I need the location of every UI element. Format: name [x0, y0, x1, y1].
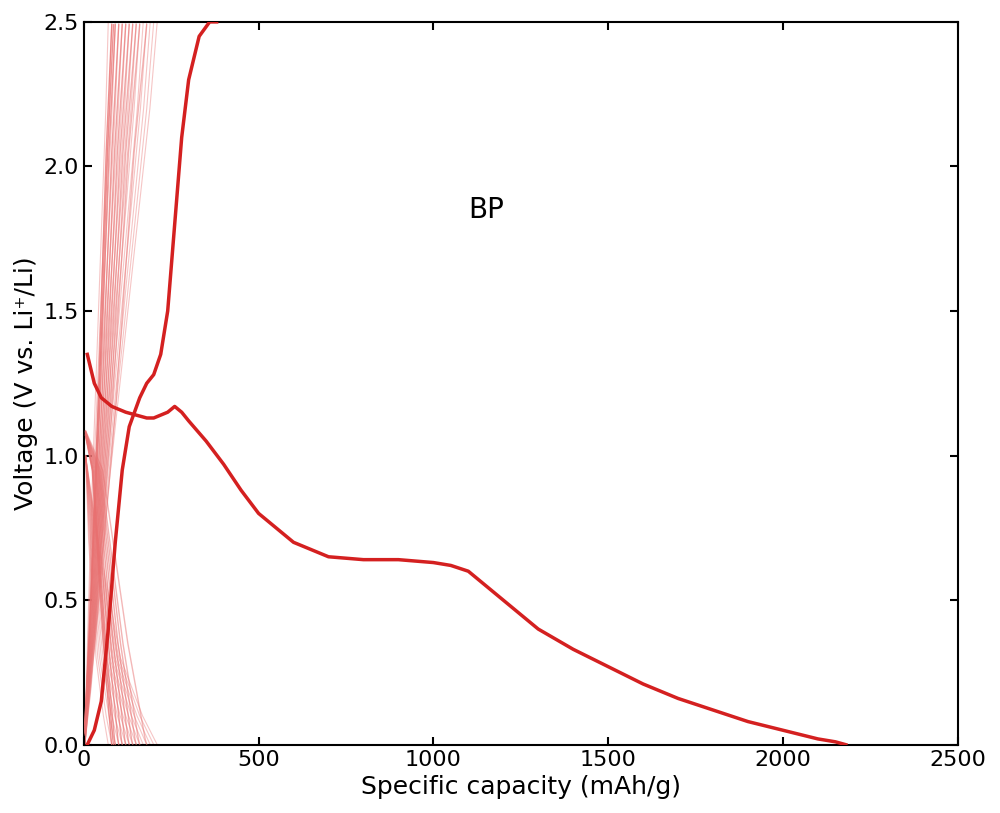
Text: BP: BP [468, 196, 504, 224]
X-axis label: Specific capacity (mAh/g): Specific capacity (mAh/g) [361, 775, 681, 799]
Y-axis label: Voltage (V vs. Li⁺/Li): Voltage (V vs. Li⁺/Li) [14, 256, 38, 510]
